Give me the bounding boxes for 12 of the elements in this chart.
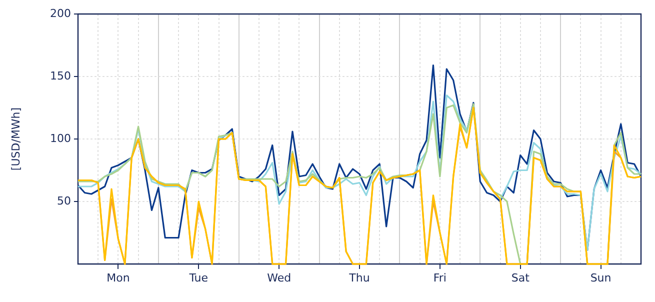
y-tick-label: 100 [50,132,71,145]
x-tick-label: Tue [188,271,208,284]
x-tick-label: Mon [106,271,130,284]
y-axis-title: [USD/MWh] [9,107,22,171]
y-tick-label: 200 [50,6,71,20]
y-tick-label: 150 [50,69,71,82]
x-tick-label: Sun [590,271,612,284]
x-tick-label: Fri [433,271,446,284]
x-tick-label: Wed [267,271,292,284]
x-tick-label: Thu [348,271,370,284]
x-tick-label: Sat [511,271,530,284]
y-tick-label: 50 [57,194,71,208]
